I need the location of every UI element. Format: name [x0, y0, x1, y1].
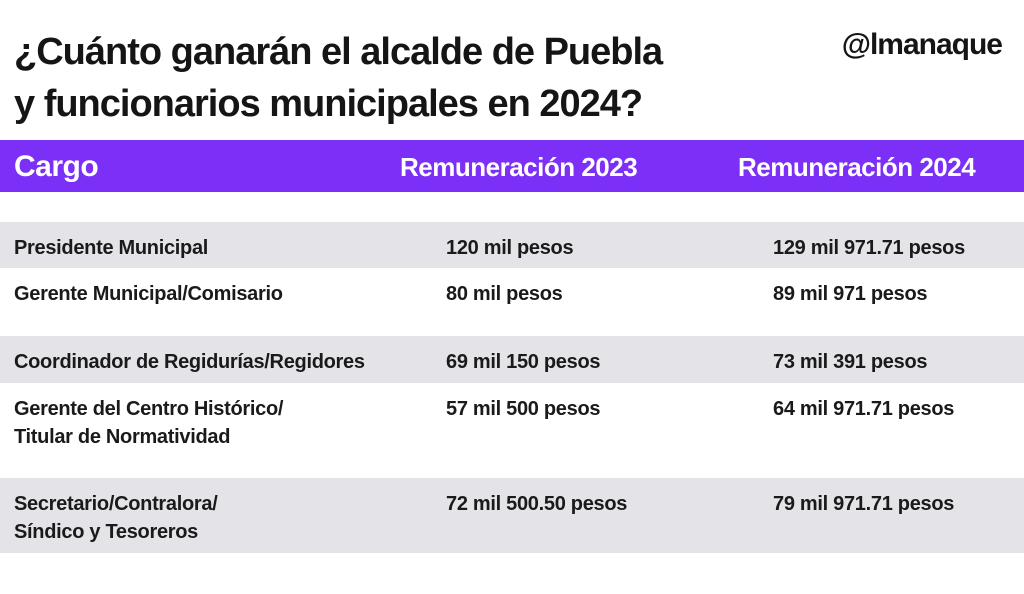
cell-line: Gerente Municipal/Comisario [14, 283, 283, 305]
column-header: Remuneración 2023 [400, 152, 638, 182]
column-header: Cargo [14, 150, 99, 183]
cell: 64 mil 971.71 pesos [773, 398, 955, 420]
title-line: y funcionarios municipales en 2024? [14, 83, 643, 125]
cell: 57 mil 500 pesos [446, 398, 601, 420]
table-row: Coordinador de Regidurías/Regidores 69 mi… [0, 336, 1024, 383]
title-line: ¿Cuánto ganarán el alcalde de Puebla [14, 31, 663, 73]
cell: Gerente Municipal/Comisario [14, 280, 283, 308]
cell: 72 mil 500.50 pesos [446, 493, 628, 515]
cell: 69 mil 150 pesos [446, 351, 601, 373]
cell: 120 mil pesos [446, 237, 574, 259]
title: ¿Cuánto ganarán el alcalde de Puebla y fu… [14, 26, 663, 130]
cell: Gerente del Centro Histórico/Titular de … [14, 395, 283, 451]
table-row: Gerente del Centro Histórico/Titular de … [0, 383, 1024, 478]
table-row: Gerente Municipal/Comisario 80 mil pesos 8… [0, 268, 1024, 336]
cell: Secretario/Contralora/Síndico y Tesorero… [14, 490, 218, 546]
cell: 89 mil 971 pesos [773, 283, 928, 305]
logo: @lmanaque [841, 28, 1003, 61]
cell: 79 mil 971.71 pesos [773, 493, 955, 515]
table-row: Presidente Municipal 120 mil pesos 129 mil… [0, 222, 1024, 268]
cell: 73 mil 391 pesos [773, 351, 928, 373]
cell-line: Coordinador de Regidurías/Regidores [14, 351, 365, 373]
cell-line: Gerente del Centro Histórico/ [14, 398, 284, 420]
cell-line: Síndico y Tesoreros [14, 521, 198, 543]
table-header: Cargo Remuneración 2023 Remuneración 202… [0, 140, 1024, 192]
cell: Coordinador de Regidurías/Regidores [14, 348, 365, 376]
cell-line: Secretario/Contralora/ [14, 493, 218, 515]
cell-line: Titular de Normatividad [14, 426, 231, 448]
table-body: Presidente Municipal 120 mil pesos 129 mil… [0, 222, 1024, 553]
cell: Presidente Municipal [14, 234, 208, 262]
cell-line: Presidente Municipal [14, 237, 209, 259]
cell: 80 mil pesos [446, 283, 563, 305]
cell: 129 mil 971.71 pesos [773, 237, 965, 259]
table-row: Secretario/Contralora/Síndico y Tesorero… [0, 478, 1024, 553]
column-header: Remuneración 2024 [738, 152, 976, 182]
